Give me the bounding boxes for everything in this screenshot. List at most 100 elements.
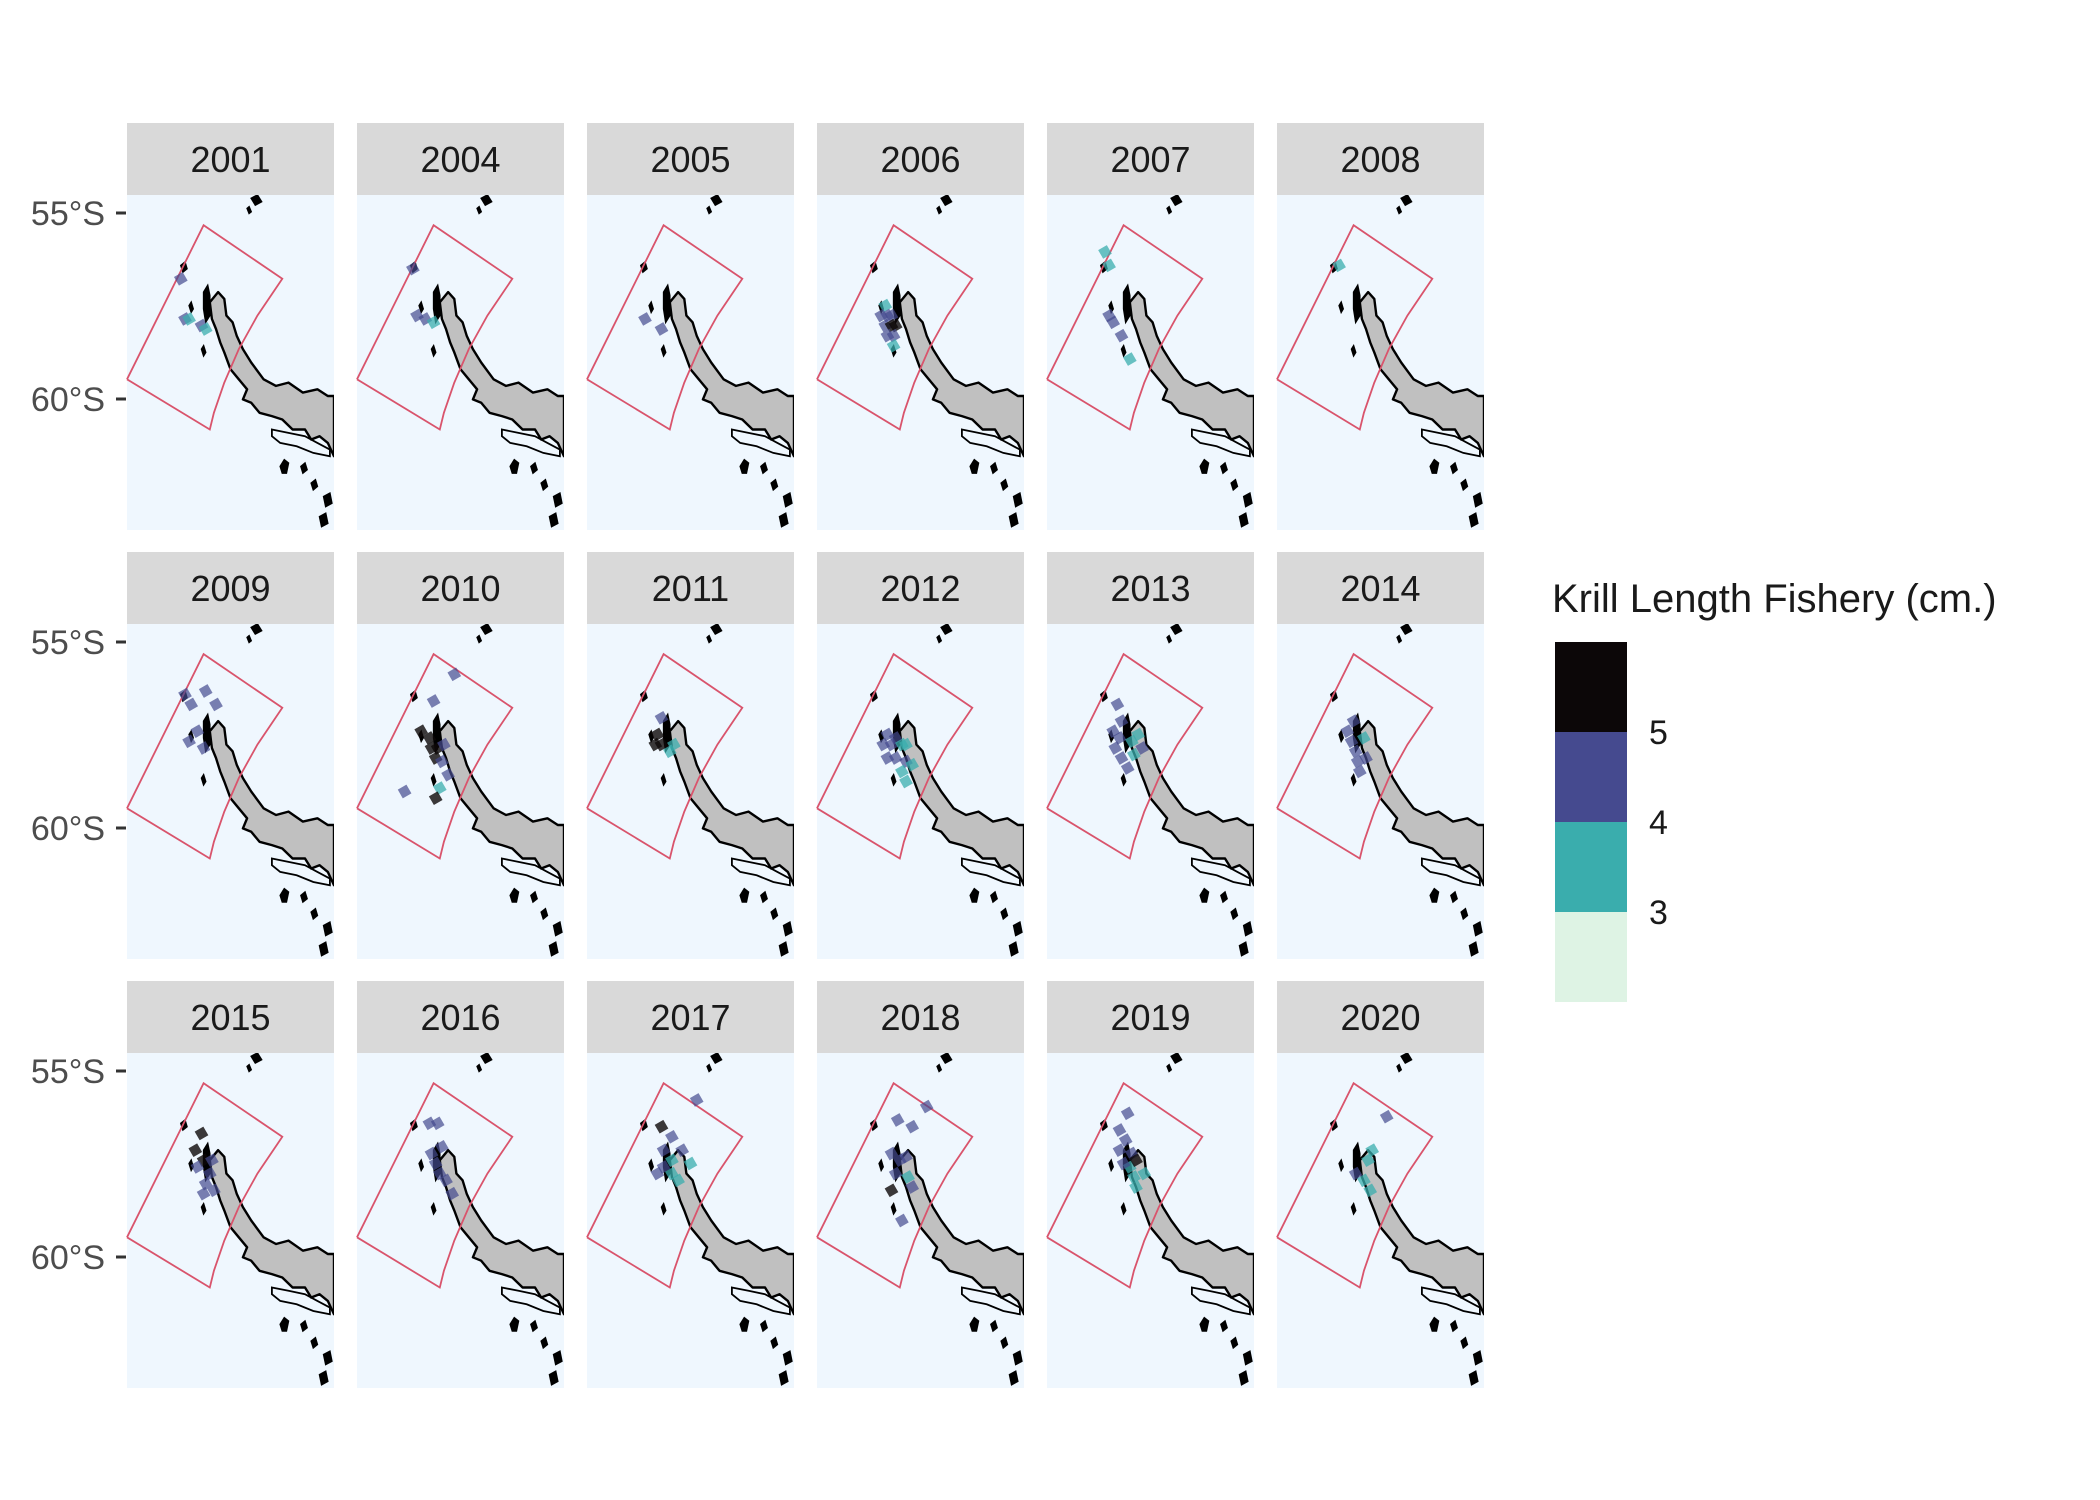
island <box>540 1336 549 1350</box>
krill-length-cell <box>1379 1109 1394 1124</box>
krill-length-cell <box>190 724 205 739</box>
krill-length-cell <box>1344 734 1359 749</box>
island <box>310 478 319 492</box>
island <box>1450 890 1458 904</box>
legend-color-bin <box>1555 912 1627 1002</box>
krill-length-cell <box>919 1099 934 1114</box>
island <box>1242 1350 1253 1366</box>
island <box>1472 1350 1483 1366</box>
antarctic-peninsula-land <box>898 719 1024 887</box>
island <box>279 458 290 474</box>
panel-strip <box>587 981 794 1053</box>
island <box>660 773 667 787</box>
krill-length-cell <box>1131 727 1145 742</box>
krill-length-cell <box>426 315 441 330</box>
antarctic-peninsula-land <box>1358 1148 1484 1316</box>
island <box>778 1370 789 1386</box>
island <box>509 1316 520 1332</box>
krill-length-cell <box>1120 761 1135 775</box>
krill-length-cell <box>886 338 901 353</box>
island <box>202 283 211 325</box>
island <box>878 1158 885 1173</box>
island <box>480 195 493 207</box>
krill-length-cell <box>689 1093 704 1107</box>
map-panel-2009: 2009 <box>126 552 334 959</box>
krill-length-cell <box>428 791 443 806</box>
panel-year-label: 2014 <box>1340 568 1420 609</box>
ice-shelf-line <box>500 428 561 458</box>
island <box>782 1350 793 1366</box>
ice-shelf-line <box>731 857 791 887</box>
island <box>310 1336 319 1350</box>
island <box>318 512 329 528</box>
krill-length-cell <box>1137 1166 1152 1181</box>
coastline <box>179 624 334 957</box>
island <box>760 461 768 475</box>
krill-length-cell <box>654 737 669 752</box>
island <box>1220 461 1228 475</box>
island <box>1338 1158 1345 1173</box>
ice-shelf-line <box>961 857 1021 887</box>
krill-length-cell <box>1359 751 1373 765</box>
ice-shelf-line <box>731 428 791 458</box>
island <box>1008 1370 1019 1386</box>
island <box>940 624 953 635</box>
krill-length-cell <box>650 1166 665 1181</box>
island <box>1230 907 1239 921</box>
island <box>1338 300 1345 315</box>
island <box>706 205 713 215</box>
krill-length-cell <box>1365 1143 1380 1158</box>
krill-length-cell <box>901 1170 915 1184</box>
island <box>430 773 437 787</box>
island <box>778 512 789 528</box>
island <box>1468 512 1479 528</box>
island <box>778 941 789 957</box>
island <box>739 887 750 903</box>
krill-length-cell <box>1127 747 1141 762</box>
island <box>1396 205 1403 215</box>
krill-length-cell <box>205 1153 219 1168</box>
island <box>548 512 559 528</box>
latitude-tick-label: 60°S <box>31 810 105 848</box>
island <box>936 205 943 215</box>
krill-length-cell <box>888 1166 903 1181</box>
panel-strip <box>817 981 1024 1053</box>
krill-length-cell <box>439 1173 453 1188</box>
krill-length-cell <box>671 1173 685 1188</box>
krill-length-cell <box>182 312 196 326</box>
island <box>940 1053 953 1064</box>
island <box>552 491 563 508</box>
island <box>760 890 768 904</box>
island <box>418 1158 425 1173</box>
panel-year-label: 2017 <box>650 997 730 1038</box>
island <box>990 1319 998 1333</box>
island <box>1000 478 1009 492</box>
island <box>322 1350 333 1366</box>
panel-strip <box>357 552 564 624</box>
panel-year-label: 2007 <box>1110 139 1190 180</box>
island <box>1400 1053 1413 1064</box>
krill-length-cell <box>1340 724 1355 739</box>
map-panel-2015: 2015 <box>126 981 334 1388</box>
panel-year-label: 2012 <box>880 568 960 609</box>
krill-length-cell <box>878 298 893 313</box>
island <box>1238 512 1249 528</box>
island <box>1350 1202 1357 1216</box>
legend-break-label: 4 <box>1649 804 1668 842</box>
coastline <box>639 624 794 957</box>
map-panel-2019: 2019 <box>1046 981 1254 1388</box>
island <box>1238 941 1249 957</box>
panel-year-label: 2004 <box>420 139 500 180</box>
island <box>476 205 483 215</box>
island <box>1468 941 1479 957</box>
krill-length-cell <box>665 1153 679 1168</box>
island <box>770 907 779 921</box>
island <box>1400 624 1413 635</box>
antarctic-peninsula-land <box>668 290 794 458</box>
krill-length-cell <box>1332 258 1346 273</box>
ice-shelf-line <box>1191 428 1251 458</box>
panel-year-label: 2019 <box>1110 997 1190 1038</box>
management-area-boundary <box>1276 223 1434 431</box>
krill-length-cell <box>654 1119 669 1134</box>
